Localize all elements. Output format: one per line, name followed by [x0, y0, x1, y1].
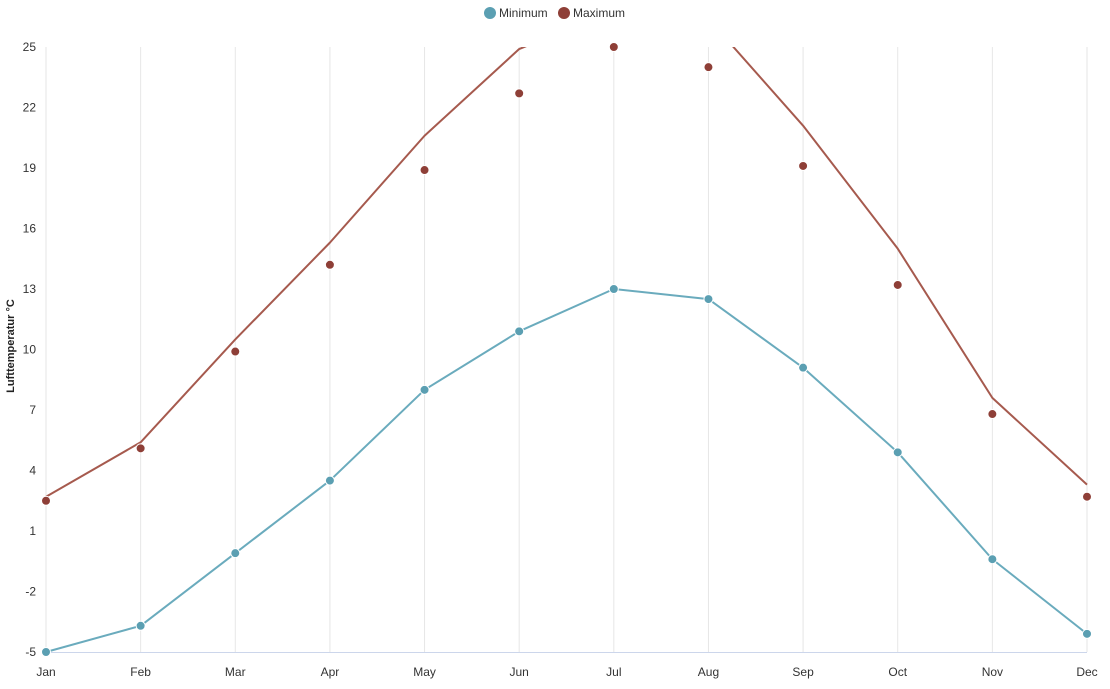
- data-point-maximum-jul[interactable]: [608, 42, 619, 52]
- data-point-maximum-oct[interactable]: [892, 279, 903, 290]
- x-tick-label-nov: Nov: [982, 665, 1003, 679]
- data-point-minimum-feb[interactable]: [135, 620, 146, 631]
- data-point-maximum-mar[interactable]: [230, 346, 241, 357]
- x-tick-label-sep: Sep: [792, 665, 814, 679]
- grid-layer: [45, 47, 1088, 652]
- axis-layer: Jan Feb Mar Apr May Jun Jul Aug Sep Oct Nov Dec -5 -2…: [23, 40, 1098, 679]
- series-line-minimum: [45, 288, 1088, 653]
- y-tick-label: -5: [25, 645, 36, 659]
- y-axis-title: Lufttemperatur °C: [5, 299, 17, 393]
- legend-label-maximum: Maximum: [573, 6, 625, 20]
- y-tick-label: 1: [29, 524, 36, 538]
- x-tick-label-jun: Jun: [510, 665, 529, 679]
- x-tick-label-jul: Jul: [606, 665, 621, 679]
- legend-marker-maximum: [558, 7, 570, 19]
- data-point-minimum-jan[interactable]: [41, 647, 51, 657]
- data-point-maximum-may[interactable]: [419, 165, 430, 176]
- data-point-minimum-may[interactable]: [419, 384, 430, 395]
- data-point-minimum-sep[interactable]: [798, 362, 809, 373]
- series-minimum: [41, 284, 1092, 657]
- x-tick-label-jan: Jan: [36, 665, 55, 679]
- x-tick-label-mar: Mar: [225, 665, 246, 679]
- data-point-minimum-jul[interactable]: [608, 284, 619, 294]
- y-tick-label: 7: [29, 403, 36, 417]
- y-tick-label: 22: [23, 101, 37, 115]
- data-point-maximum-apr[interactable]: [324, 259, 335, 270]
- x-tick-label-feb: Feb: [130, 665, 151, 679]
- legend-item-maximum[interactable]: Maximum: [558, 6, 625, 20]
- legend-label-minimum: Minimum: [499, 6, 548, 20]
- legend[interactable]: Minimum Maximum: [484, 6, 625, 20]
- data-point-minimum-jun[interactable]: [514, 326, 525, 337]
- series-layer: [41, 42, 1092, 657]
- data-point-maximum-jun[interactable]: [514, 88, 525, 99]
- y-tick-label: 4: [29, 464, 36, 478]
- y-tick-label: 19: [23, 161, 37, 175]
- data-point-minimum-aug[interactable]: [703, 294, 714, 305]
- data-point-minimum-oct[interactable]: [892, 447, 903, 458]
- y-tick-label: 13: [23, 282, 37, 296]
- data-point-minimum-apr[interactable]: [324, 475, 335, 486]
- series-line-maximum: [45, 47, 1088, 498]
- legend-item-minimum[interactable]: Minimum: [484, 6, 548, 20]
- data-point-maximum-jan[interactable]: [41, 495, 51, 506]
- x-tick-label-apr: Apr: [321, 665, 340, 679]
- y-tick-label: 10: [23, 343, 37, 357]
- data-point-maximum-sep[interactable]: [798, 160, 809, 171]
- x-tick-label-aug: Aug: [698, 665, 719, 679]
- series-maximum: [41, 42, 1092, 506]
- data-point-minimum-mar[interactable]: [230, 548, 241, 559]
- x-tick-label-may: May: [413, 665, 436, 679]
- data-point-maximum-dec[interactable]: [1082, 491, 1092, 502]
- x-tick-label-dec: Dec: [1076, 665, 1097, 679]
- y-tick-label: 16: [23, 222, 37, 236]
- x-tick-label-oct: Oct: [888, 665, 907, 679]
- y-tick-label: 25: [23, 40, 37, 54]
- data-point-minimum-dec[interactable]: [1082, 628, 1092, 639]
- legend-marker-minimum: [484, 7, 496, 19]
- y-tick-label: -2: [25, 585, 36, 599]
- data-point-minimum-nov[interactable]: [987, 554, 998, 565]
- data-point-maximum-nov[interactable]: [987, 409, 998, 420]
- data-point-maximum-feb[interactable]: [135, 443, 146, 454]
- data-point-maximum-aug[interactable]: [703, 62, 714, 73]
